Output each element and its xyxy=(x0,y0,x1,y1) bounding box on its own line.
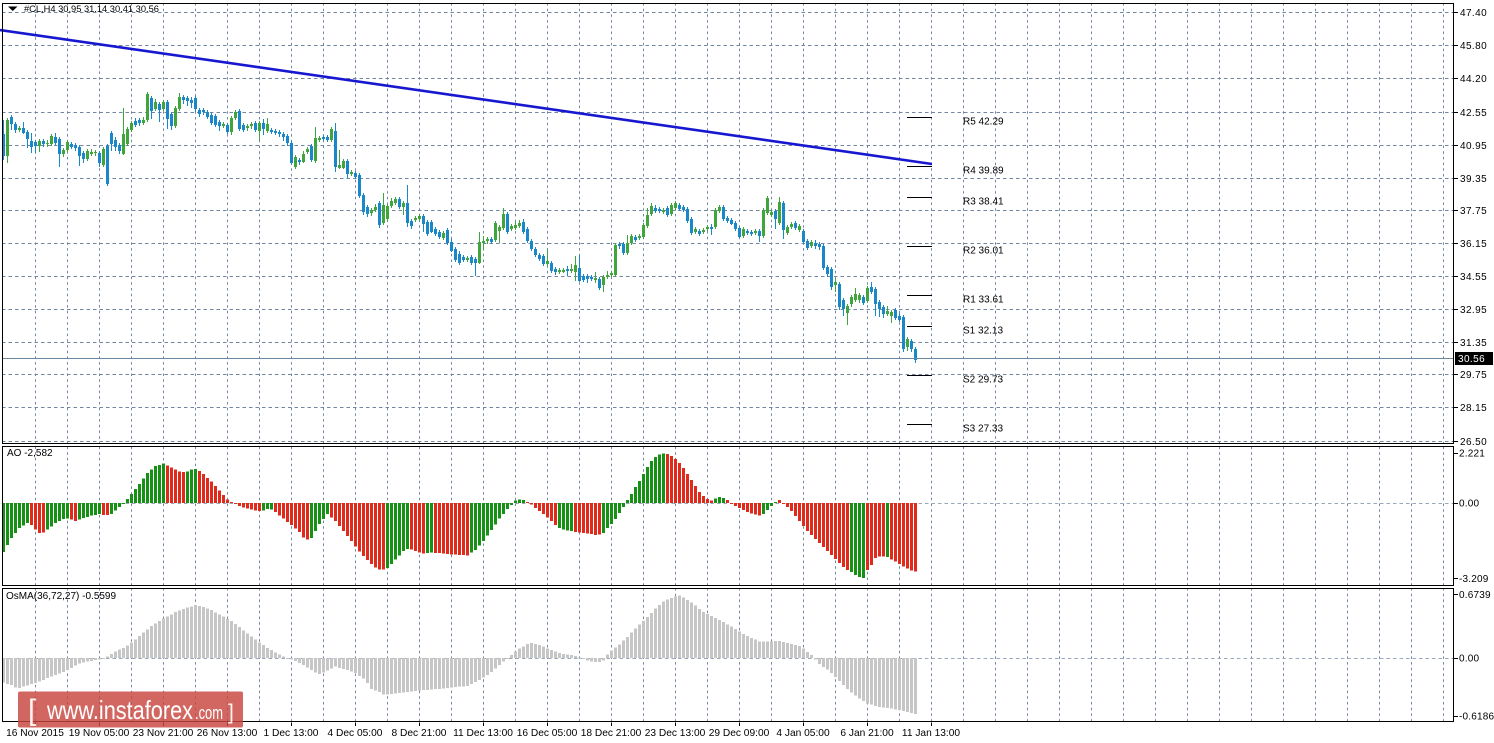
svg-text:23 Dec 13:00: 23 Dec 13:00 xyxy=(645,728,706,739)
svg-text:16 Dec 05:00: 16 Dec 05:00 xyxy=(517,728,578,739)
svg-text:18 Dec 21:00: 18 Dec 21:00 xyxy=(581,728,642,739)
svg-text:30.56: 30.56 xyxy=(1458,354,1485,365)
svg-text:0.00: 0.00 xyxy=(1459,499,1480,510)
svg-text:R4 39.89: R4 39.89 xyxy=(963,166,1004,177)
svg-text:4 Jan 05:00: 4 Jan 05:00 xyxy=(776,728,830,739)
svg-text:0.6739: 0.6739 xyxy=(1459,590,1491,601)
svg-text:16 Nov 2015: 16 Nov 2015 xyxy=(6,728,64,739)
svg-text:26.50: 26.50 xyxy=(1460,437,1487,448)
svg-text:0.00: 0.00 xyxy=(1459,654,1480,665)
svg-text:#CL,H4 30,95 31.14 30.41 30.56: #CL,H4 30,95 31.14 30.41 30.56 xyxy=(24,4,159,14)
svg-text:AO -2,582: AO -2,582 xyxy=(7,448,53,459)
svg-text:44.20: 44.20 xyxy=(1460,74,1487,85)
svg-text:[: [ xyxy=(28,694,37,727)
svg-text:29 Dec 09:00: 29 Dec 09:00 xyxy=(709,728,770,739)
svg-text:-3.209: -3.209 xyxy=(1459,574,1489,585)
svg-text:36.15: 36.15 xyxy=(1460,239,1487,250)
svg-text:1 Dec 13:00: 1 Dec 13:00 xyxy=(264,728,319,739)
svg-text:R3 38.41: R3 38.41 xyxy=(963,197,1004,208)
svg-text:37.75: 37.75 xyxy=(1460,206,1487,217)
svg-text:40.95: 40.95 xyxy=(1460,141,1487,152)
svg-text:4 Dec 05:00: 4 Dec 05:00 xyxy=(328,728,383,739)
svg-text:42.55: 42.55 xyxy=(1460,108,1487,119)
svg-text:23 Nov 21:00: 23 Nov 21:00 xyxy=(133,728,194,739)
svg-text:R1 33.61: R1 33.61 xyxy=(963,295,1004,306)
svg-text:6 Jan 21:00: 6 Jan 21:00 xyxy=(840,728,894,739)
svg-text:47.40: 47.40 xyxy=(1460,8,1487,19)
svg-text:S1 32.13: S1 32.13 xyxy=(963,326,1003,337)
svg-text:2.221: 2.221 xyxy=(1459,449,1485,460)
svg-text:31.35: 31.35 xyxy=(1460,338,1487,349)
svg-text:11 Jan 13:00: 11 Jan 13:00 xyxy=(902,728,960,739)
svg-text:OsMA(36,72,27) -0.5599: OsMA(36,72,27) -0.5599 xyxy=(6,591,116,602)
svg-text:R5 42.29: R5 42.29 xyxy=(963,117,1004,128)
svg-text:R2 36.01: R2 36.01 xyxy=(963,246,1004,257)
svg-text:S3 27.33: S3 27.33 xyxy=(963,424,1003,435)
svg-text:S2 29.73: S2 29.73 xyxy=(963,375,1003,386)
svg-text:29.75: 29.75 xyxy=(1460,370,1487,381)
svg-text:34.55: 34.55 xyxy=(1460,272,1487,283)
svg-text:45.80: 45.80 xyxy=(1460,41,1487,52)
svg-text:-0.6186: -0.6186 xyxy=(1459,712,1494,723)
svg-text:26 Nov 13:00: 26 Nov 13:00 xyxy=(197,728,258,739)
svg-text:28.15: 28.15 xyxy=(1460,403,1487,414)
svg-text:39.35: 39.35 xyxy=(1460,174,1487,185)
svg-text:11 Dec 13:00: 11 Dec 13:00 xyxy=(453,728,513,739)
svg-text:.com: .com xyxy=(195,703,223,723)
svg-text:8 Dec 21:00: 8 Dec 21:00 xyxy=(392,728,447,739)
svg-text:]: ] xyxy=(228,701,234,724)
svg-text:19 Nov 05:00: 19 Nov 05:00 xyxy=(69,728,130,739)
svg-text:32.95: 32.95 xyxy=(1460,305,1487,316)
svg-text:www.instaforex: www.instaforex xyxy=(46,695,193,725)
